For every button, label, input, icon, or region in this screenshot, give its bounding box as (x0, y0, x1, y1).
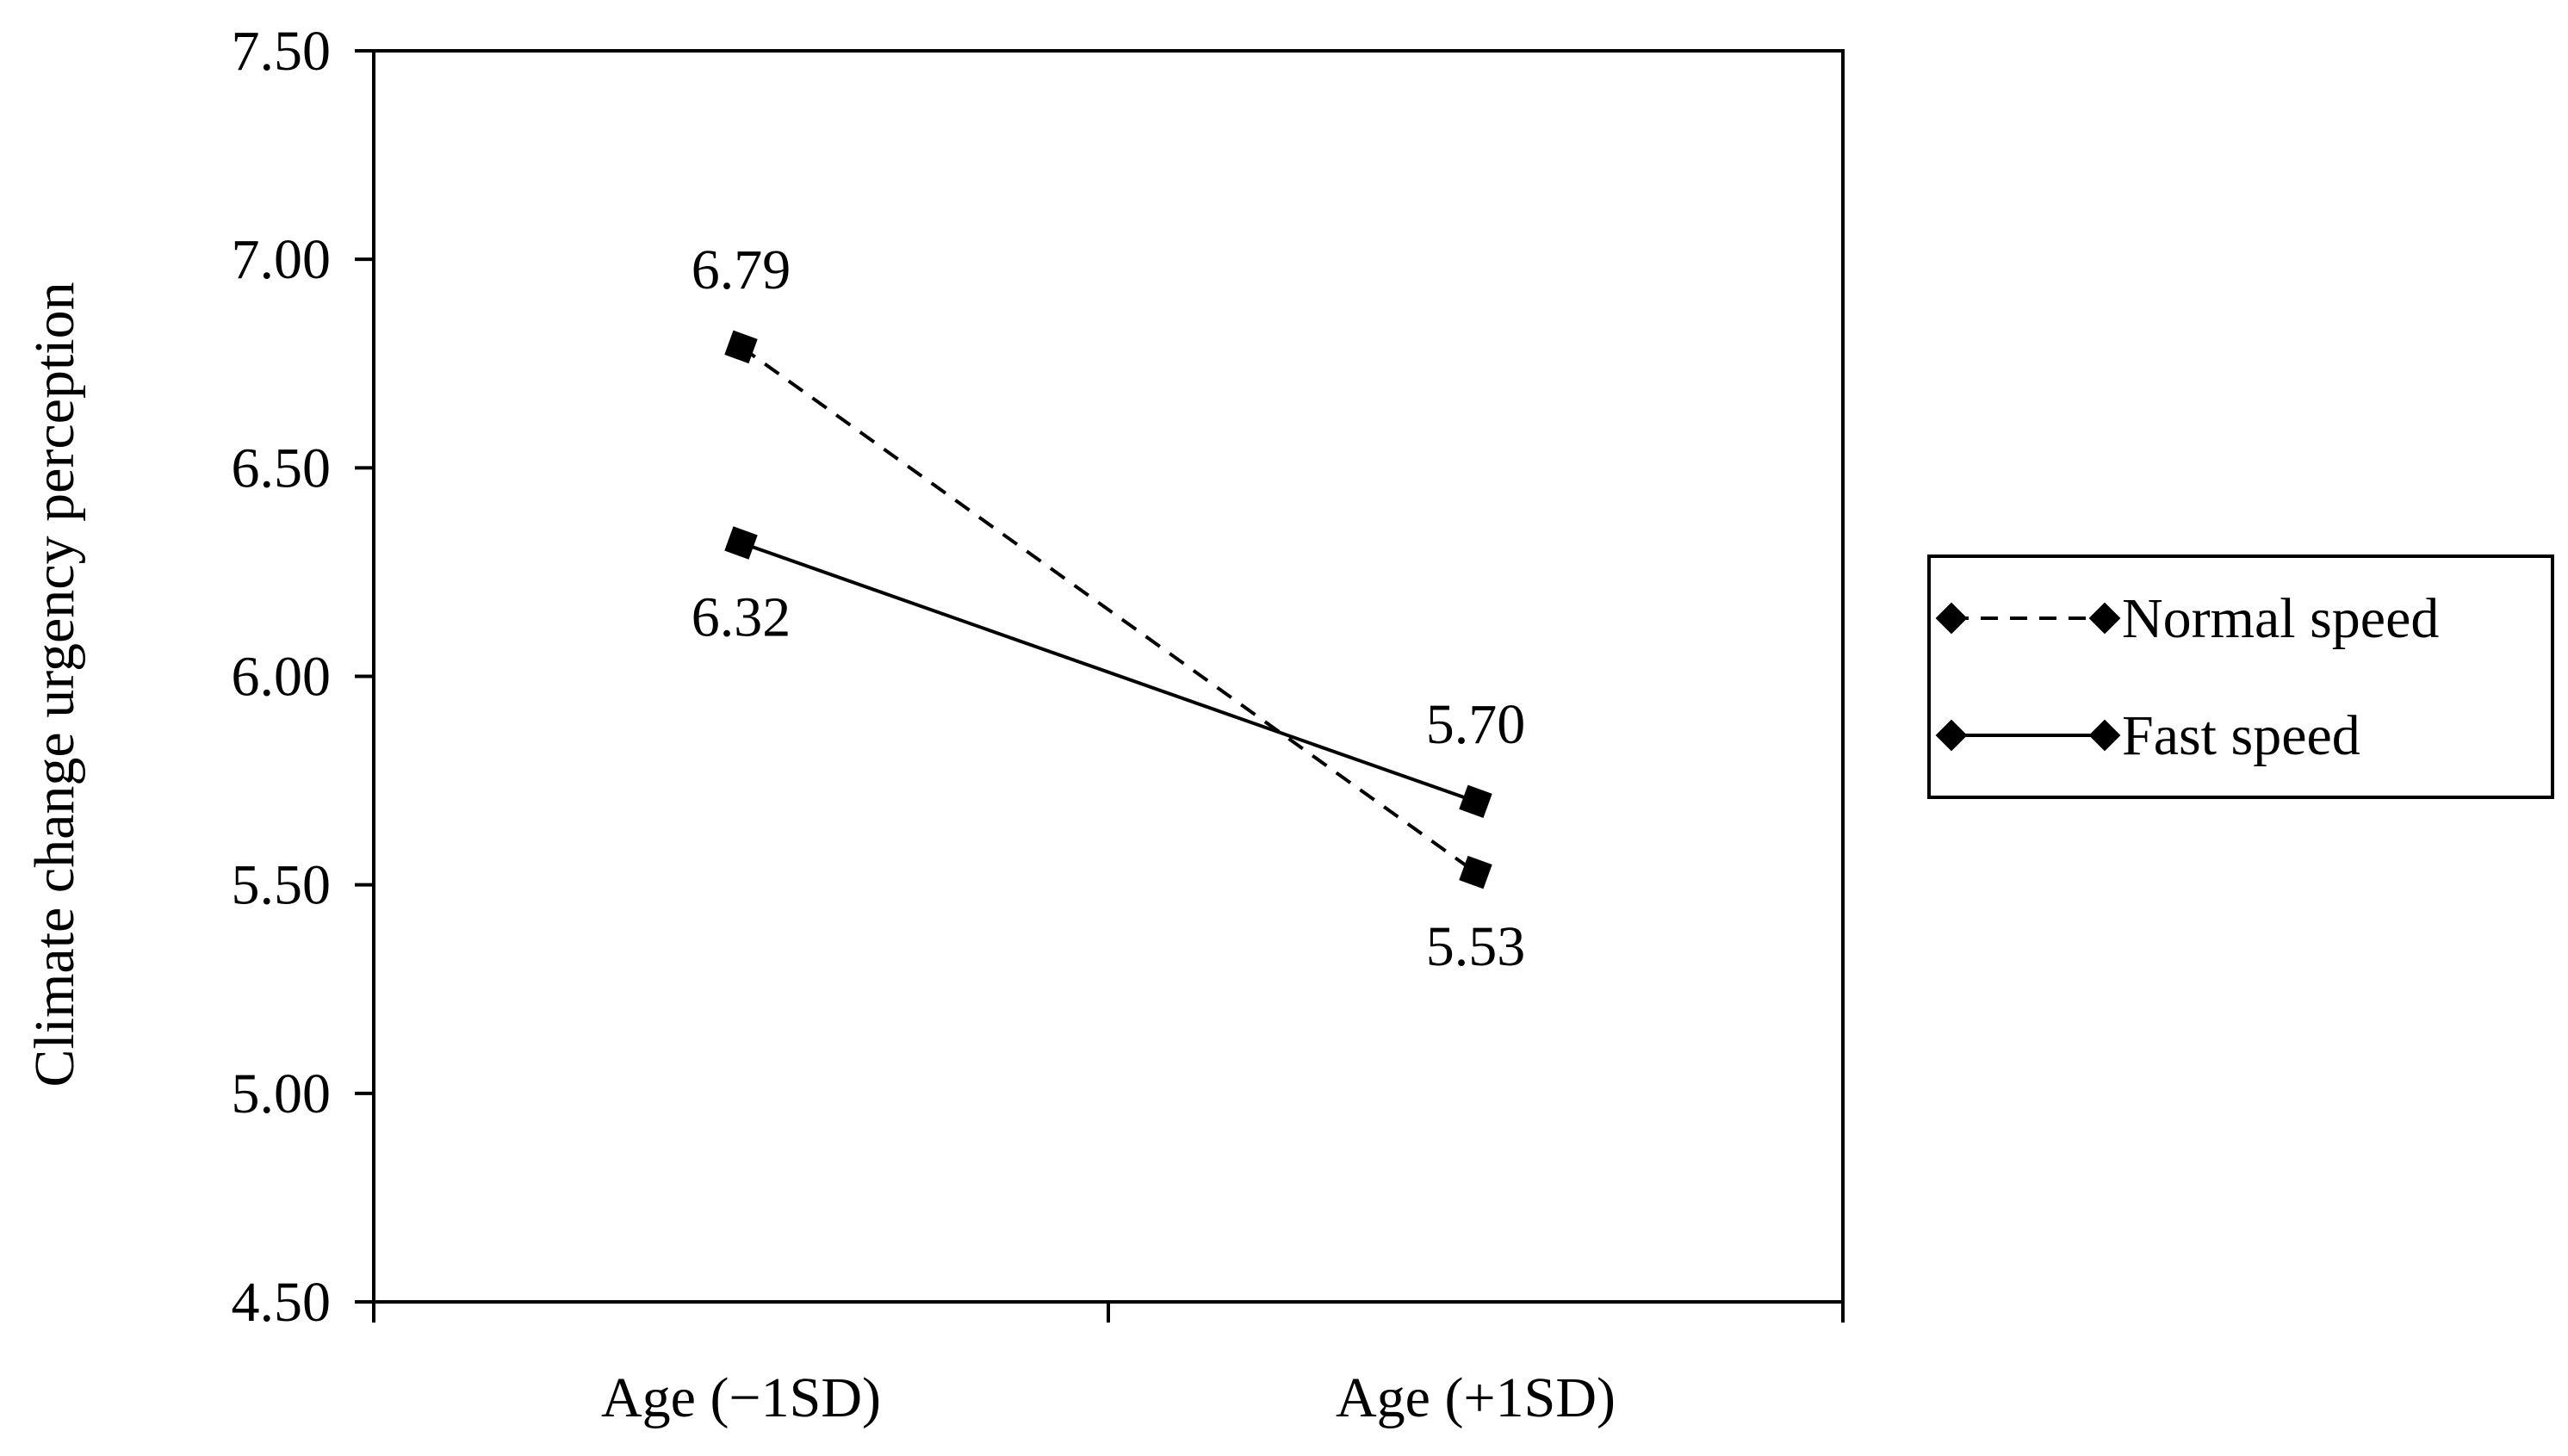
x-category-label: Age (+1SD) (1336, 1366, 1616, 1429)
series-layer (724, 330, 1492, 889)
legend-label: Fast speed (2122, 704, 2360, 767)
y-axis-ticks: 4.50 5.00 5.50 6.00 6.50 7.00 7.50 (232, 20, 374, 1334)
legend-diamond-marker (2088, 602, 2121, 635)
y-tick-label: 5.00 (232, 1063, 332, 1125)
y-tick-label: 7.50 (232, 20, 332, 83)
y-tick-label: 6.50 (232, 437, 332, 499)
data-point-marker (724, 526, 758, 560)
x-category-label: Age (−1SD) (601, 1366, 881, 1429)
data-point-marker (1459, 784, 1492, 819)
y-tick-label: 5.50 (232, 854, 332, 917)
x-axis-ticks: Age (−1SD) Age (+1SD) (372, 1302, 1845, 1429)
series-line-normal-speed (740, 345, 1477, 874)
legend-diamond-marker (1935, 719, 1968, 752)
y-axis-title: Climate change urgency perception (23, 282, 86, 1087)
y-tick-label: 4.50 (232, 1271, 332, 1334)
legend-diamond-marker (2088, 719, 2121, 752)
y-tick-label: 6.00 (232, 646, 332, 709)
data-point-marker (1459, 855, 1492, 889)
series-line-fast-speed (740, 541, 1477, 803)
legend: Normal speed Fast speed (1927, 555, 2554, 799)
data-label: 5.53 (1426, 915, 1526, 978)
legend-box (1927, 555, 2554, 799)
data-label: 6.79 (692, 239, 791, 301)
data-labels: 6.79 5.53 6.32 5.70 (692, 239, 1526, 978)
data-label: 6.32 (692, 586, 791, 649)
data-point-marker (724, 330, 758, 364)
y-tick-label: 7.00 (232, 228, 332, 291)
legend-label: Normal speed (2122, 587, 2439, 650)
legend-items: Normal speed Fast speed (1935, 587, 2439, 767)
legend-diamond-marker (1935, 602, 1968, 635)
data-label: 5.70 (1426, 693, 1526, 756)
